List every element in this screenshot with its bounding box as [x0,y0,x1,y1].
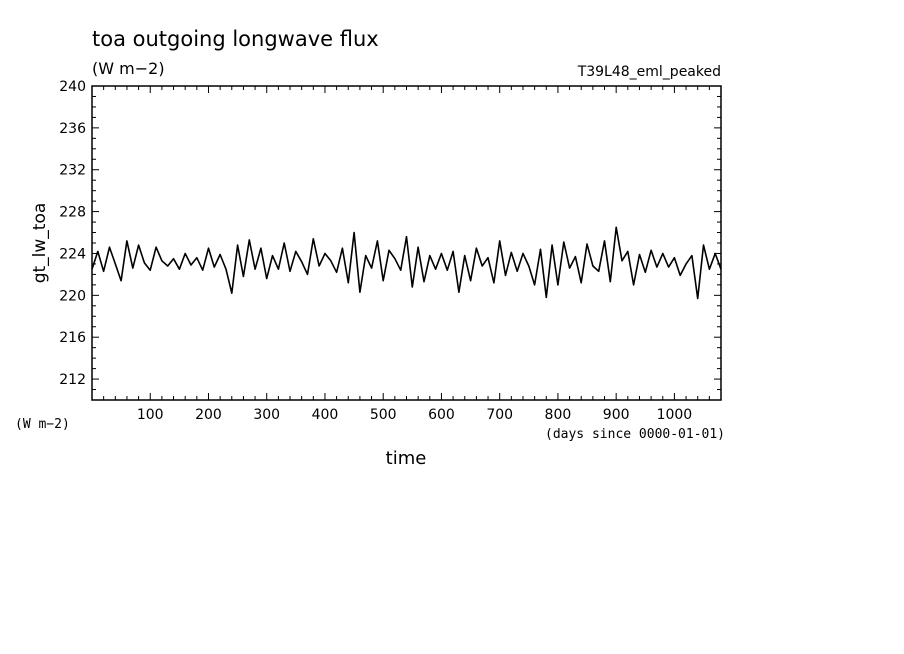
x-tick-label: 400 [312,407,339,423]
run-label: T39L48_eml_peaked [577,64,721,80]
y-tick-label: 240 [59,79,86,95]
y-tick-label: 228 [59,205,86,221]
x-tick-label: 900 [603,407,630,423]
series-line-gt-lw-toa [91,226,722,300]
plot-frame [91,85,722,401]
x-tick-label: 800 [545,407,572,423]
y-tick-labels: 212 216 220 224 228 232 236 240 [59,79,86,388]
x-units-label: (days since 0000-01-01) [545,427,725,442]
x-tick-labels: 100 200 300 400 500 600 700 800 900 1000 [137,407,692,423]
y-tick-label: 216 [59,330,86,346]
x-tick-label: 200 [195,407,222,423]
x-tick-label: 1000 [657,407,693,423]
chart-units-subtitle: (W m−2) [92,59,165,78]
y-units-label: (W m−2) [15,417,70,432]
y-tick-label: 232 [59,163,86,179]
y-tick-label: 220 [59,288,86,304]
chart-title: toa outgoing longwave flux [92,27,379,51]
y-tick-label: 224 [59,246,86,262]
y-axis-label: gt_lw_toa [30,203,50,284]
x-tick-label: 100 [137,407,164,423]
x-tick-label: 500 [370,407,397,423]
y-tick-label: 212 [59,372,86,388]
x-tick-label: 300 [253,407,280,423]
x-tick-label: 700 [486,407,513,423]
x-axis-label: time [386,448,427,469]
y-tick-label: 236 [59,121,86,137]
x-tick-label: 600 [428,407,455,423]
